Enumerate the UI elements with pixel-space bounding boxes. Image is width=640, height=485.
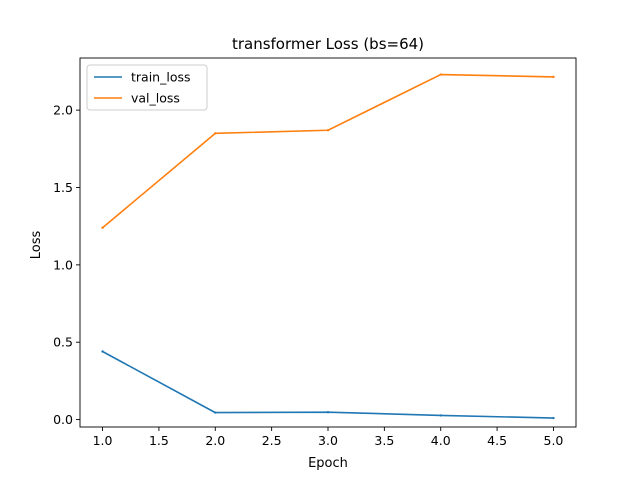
data-point-val_loss-1 — [214, 132, 217, 135]
data-point-train_loss-3 — [439, 414, 442, 417]
legend-label-val_loss: val_loss — [131, 91, 180, 106]
y-tick-label: 2.0 — [53, 103, 73, 118]
data-point-train_loss-0 — [101, 350, 104, 353]
x-tick-label: 5.0 — [544, 433, 564, 448]
y-tick-label: 0.0 — [53, 412, 73, 427]
x-tick-label: 2.5 — [262, 433, 282, 448]
x-axis-label: Epoch — [308, 456, 348, 471]
data-point-train_loss-4 — [552, 416, 555, 420]
y-axis-label: Loss — [29, 231, 44, 260]
data-point-val_loss-4 — [552, 75, 555, 79]
data-point-train_loss-1 — [214, 411, 217, 414]
x-tick-label: 4.5 — [487, 433, 507, 448]
y-tick-label: 0.5 — [53, 335, 73, 350]
y-tick-label: 1.0 — [53, 257, 73, 272]
axes-frame — [79, 57, 577, 428]
x-tick-label: 2.0 — [205, 433, 225, 448]
x-tick-label: 3.5 — [374, 433, 394, 448]
x-tick-label: 4.0 — [431, 433, 451, 448]
x-tick-label: 1.5 — [149, 433, 169, 448]
y-tick-label: 1.5 — [53, 180, 73, 195]
plot-area: 1.0 1.5 2.0 2.5 3.0 3.5 4.0 4.5 5.0 0.0 0.5 1.0 1.5 2… — [53, 57, 577, 448]
legend-label-train_loss: train_loss — [131, 70, 191, 85]
chart-title: transformer Loss (bs=64) — [232, 35, 424, 53]
x-tick-label: 3.0 — [318, 433, 338, 448]
series-line-train_loss — [101, 350, 555, 419]
data-point-train_loss-2 — [326, 410, 330, 414]
data-point-val_loss-2 — [326, 129, 330, 132]
data-point-val_loss-0 — [101, 226, 104, 229]
x-tick-label: 1.0 — [93, 433, 113, 448]
legend: train_loss val_loss — [86, 64, 208, 111]
data-point-val_loss-3 — [439, 73, 442, 76]
